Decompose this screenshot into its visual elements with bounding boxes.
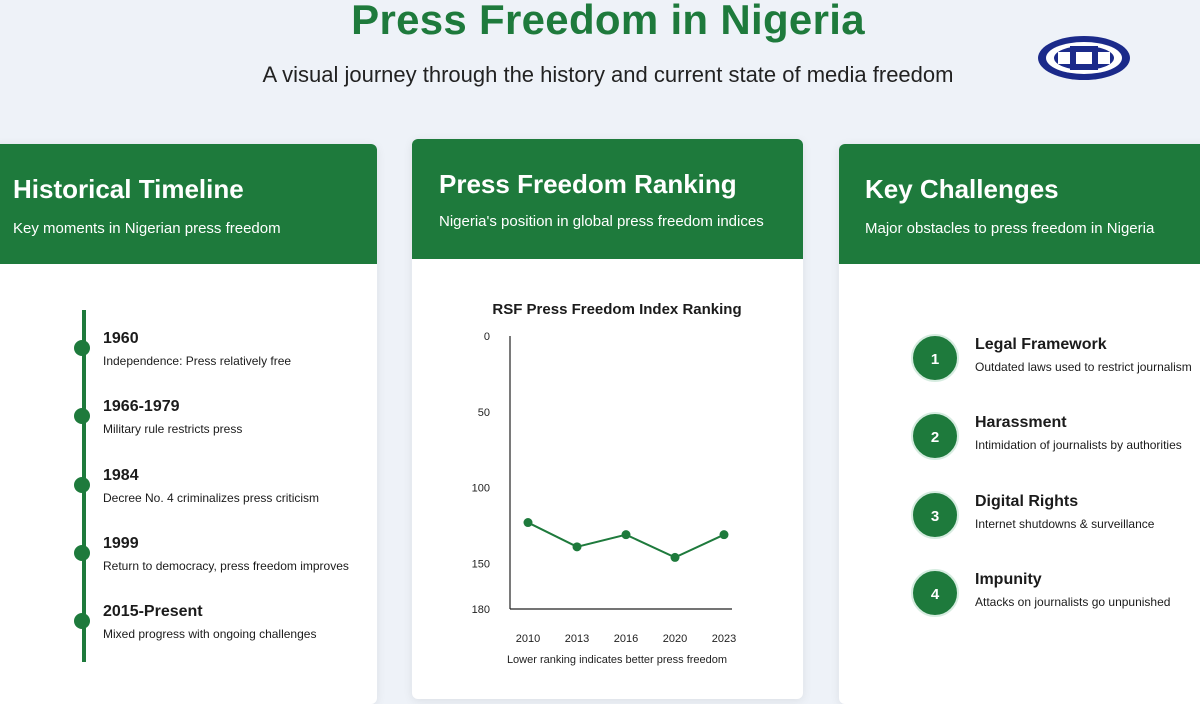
timeline-year: 1984 xyxy=(103,467,139,484)
challenge-description: Intimidation of journalists by authoriti… xyxy=(975,438,1182,452)
chart-x-tick-label: 2016 xyxy=(614,633,638,645)
organization-logo-icon xyxy=(1038,36,1130,80)
challenges-subtitle: Major obstacles to press freedom in Nige… xyxy=(865,220,1155,237)
challenge-description: Internet shutdowns & surveillance xyxy=(975,517,1155,531)
challenge-title: Digital Rights xyxy=(975,493,1079,510)
timeline-dot-icon xyxy=(74,545,90,561)
chart-data-point xyxy=(670,552,680,562)
challenge-number-badge: 2 xyxy=(911,412,959,460)
page-title: Press Freedom in Nigeria xyxy=(351,0,865,43)
timeline-card-header: Historical Timeline Key moments in Niger… xyxy=(0,144,377,264)
challenge-number-badge: 1 xyxy=(911,334,959,382)
timeline-subtitle: Key moments in Nigerian press freedom xyxy=(13,220,281,237)
challenge-description: Outdated laws used to restrict journalis… xyxy=(975,360,1192,374)
chart-y-tick-label: 50 xyxy=(478,407,490,419)
challenge-title: Harassment xyxy=(975,414,1067,431)
chart-y-tick-label: 0 xyxy=(484,331,490,343)
ranking-subtitle: Nigeria's position in global press freed… xyxy=(439,213,764,230)
timeline-description: Decree No. 4 criminalizes press criticis… xyxy=(103,491,320,505)
timeline-year: 2015-Present xyxy=(103,603,203,620)
page-header: Press Freedom in Nigeria A visual journe… xyxy=(0,0,1200,120)
timeline-year: 1966-1979 xyxy=(103,398,180,415)
timeline-card: Historical Timeline Key moments in Niger… xyxy=(0,144,377,704)
chart-series-line xyxy=(527,521,725,559)
chart-y-tick-label: 180 xyxy=(472,604,490,616)
chart-x-tick-label: 2023 xyxy=(712,633,736,645)
timeline-dot-icon xyxy=(74,408,90,424)
timeline-year: 1999 xyxy=(103,535,139,552)
timeline-description: Mixed progress with ongoing challenges xyxy=(103,627,317,641)
timeline-year: 1960 xyxy=(103,330,139,347)
challenges-card-header: Key Challenges Major obstacles to press … xyxy=(839,144,1200,264)
timeline-description: Return to democracy, press freedom impro… xyxy=(103,559,349,573)
challenge-number-badge: 4 xyxy=(911,569,959,617)
chart-note: Lower ranking indicates better press fre… xyxy=(507,654,727,666)
chart-title: RSF Press Freedom Index Ranking xyxy=(492,301,741,318)
challenge-number-badge: 3 xyxy=(911,491,959,539)
ranking-chart: RSF Press Freedom Index Ranking 0 50 100 150… xyxy=(472,301,742,666)
timeline-dot-icon xyxy=(74,613,90,629)
chart-x-tick-label: 2010 xyxy=(516,633,540,645)
chart-y-tick-label: 100 xyxy=(472,483,490,495)
ranking-title: Press Freedom Ranking xyxy=(439,169,737,199)
timeline-description: Independence: Press relatively free xyxy=(103,354,292,368)
challenges-card: Key Challenges Major obstacles to press … xyxy=(839,144,1200,704)
chart-data-point xyxy=(719,530,729,540)
page-subtitle: A visual journey through the history and… xyxy=(262,62,954,87)
chart-data-point xyxy=(523,518,533,528)
ranking-card-header: Press Freedom Ranking Nigeria's position… xyxy=(412,139,803,259)
timeline-description: Military rule restricts press xyxy=(103,422,243,436)
chart-x-tick-label: 2013 xyxy=(565,633,589,645)
timeline-dot-icon xyxy=(74,477,90,493)
timeline-title: Historical Timeline xyxy=(13,174,244,204)
chart-data-point xyxy=(621,530,631,540)
challenge-description: Attacks on journalists go unpunished xyxy=(975,595,1171,609)
challenge-title: Legal Framework xyxy=(975,336,1107,353)
chart-y-tick-label: 150 xyxy=(472,559,490,571)
chart-x-tick-label: 2020 xyxy=(663,633,687,645)
chart-data-point xyxy=(572,542,582,552)
challenges-title: Key Challenges xyxy=(865,174,1059,204)
ranking-card: Press Freedom Ranking Nigeria's position… xyxy=(412,139,803,699)
challenge-title: Impunity xyxy=(975,571,1042,588)
timeline-dot-icon xyxy=(74,340,90,356)
